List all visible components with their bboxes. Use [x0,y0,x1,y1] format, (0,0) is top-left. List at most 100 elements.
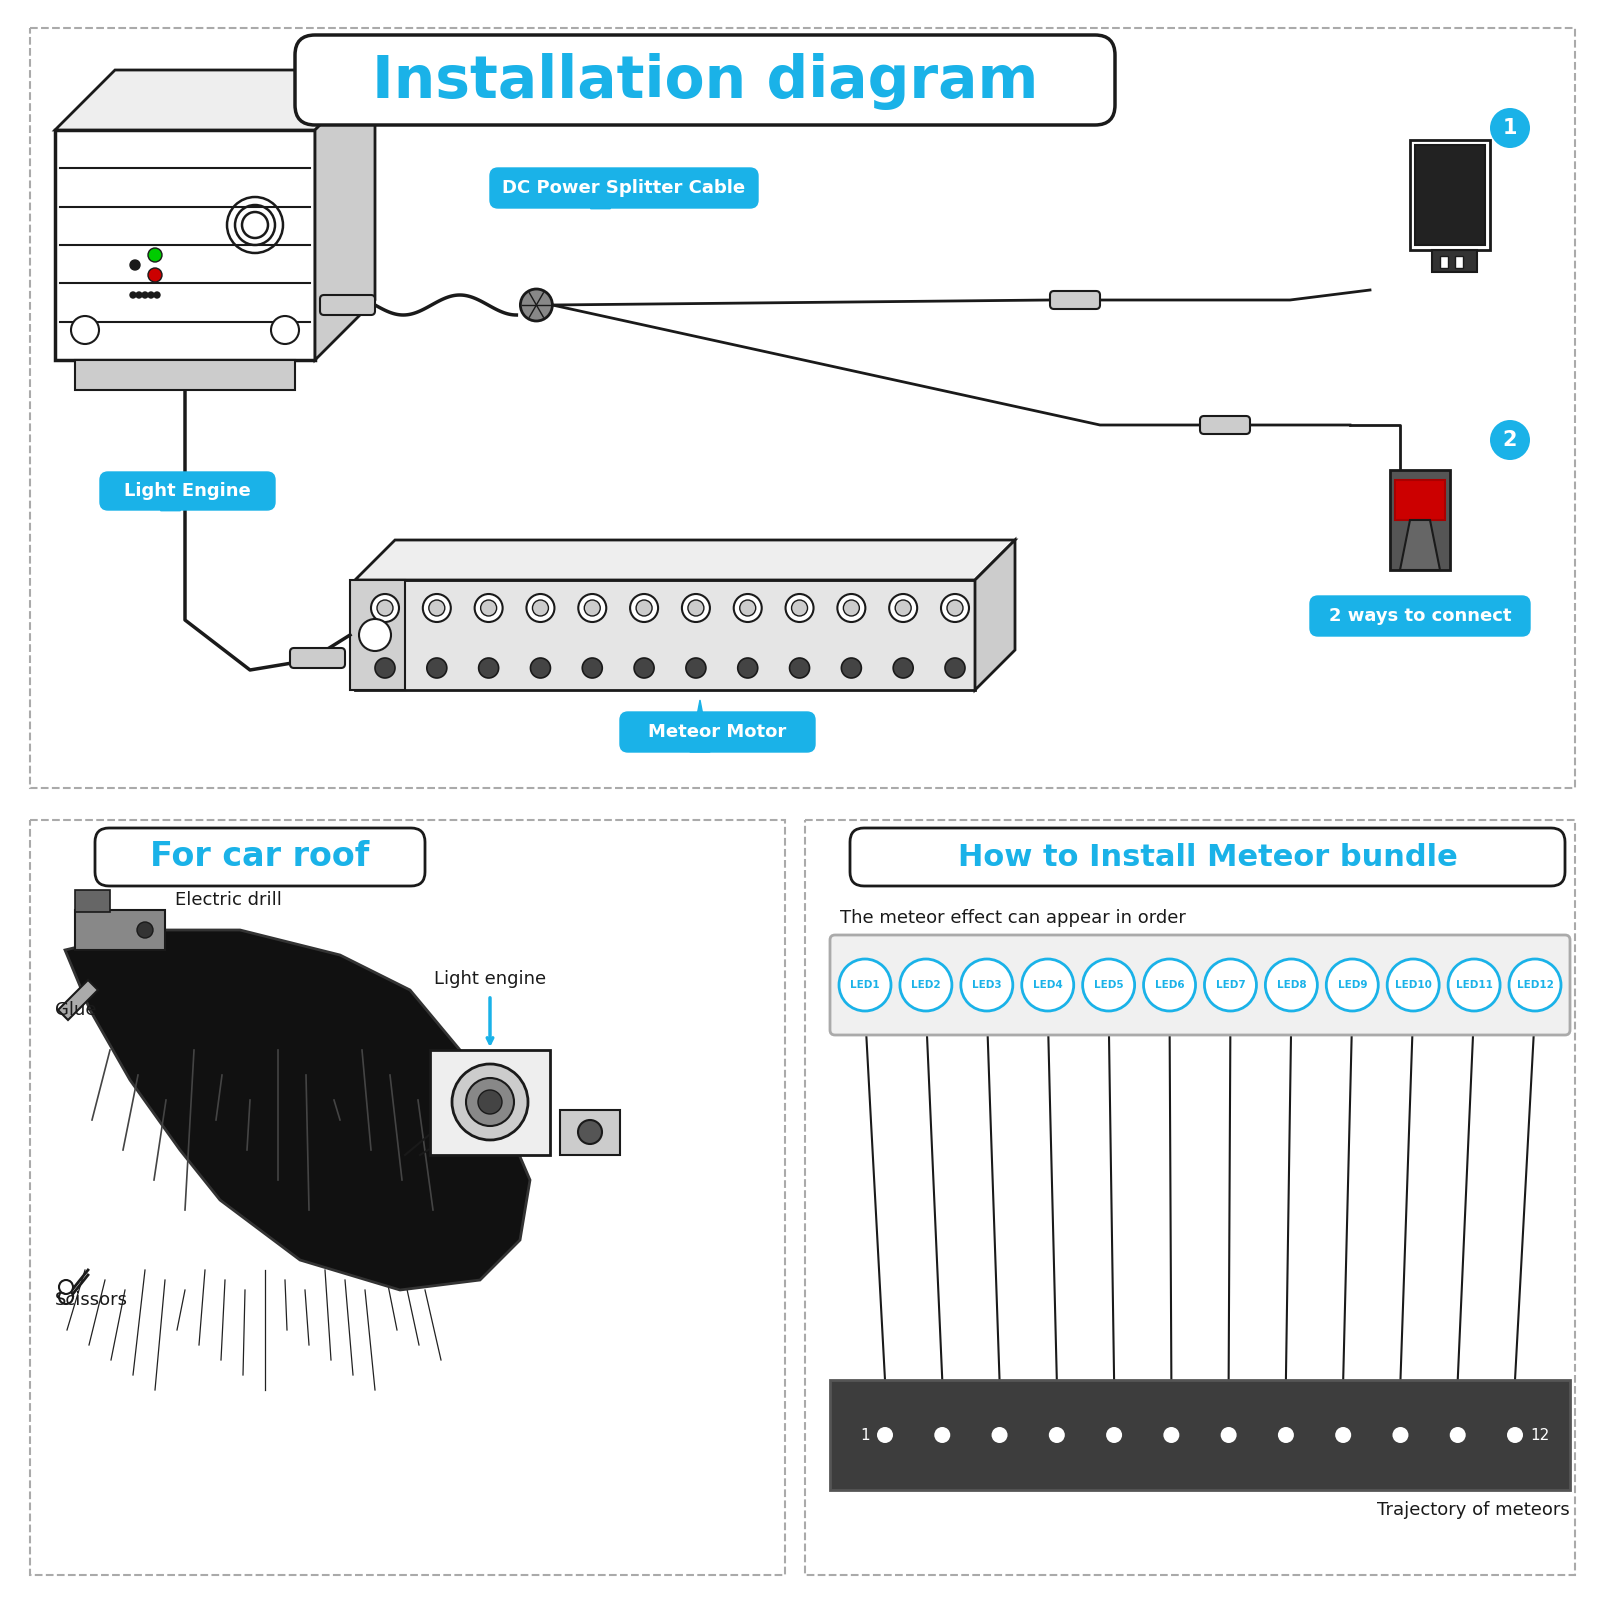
Circle shape [130,291,136,298]
Text: LED10: LED10 [1395,979,1432,990]
Circle shape [1387,958,1438,1011]
Bar [54,130,315,360]
Circle shape [1144,958,1195,1011]
Circle shape [584,600,600,616]
Circle shape [1450,1427,1466,1443]
Circle shape [899,958,952,1011]
Circle shape [890,594,917,622]
Circle shape [136,291,142,298]
Circle shape [630,594,658,622]
FancyBboxPatch shape [294,35,1115,125]
Circle shape [837,594,866,622]
Circle shape [533,600,549,616]
Bar [560,1110,621,1155]
Circle shape [478,1090,502,1114]
Circle shape [1326,958,1378,1011]
Circle shape [138,922,154,938]
FancyBboxPatch shape [99,472,275,510]
FancyBboxPatch shape [621,712,814,752]
Text: The meteor effect can appear in order: The meteor effect can appear in order [840,909,1186,926]
Circle shape [734,594,762,622]
Circle shape [578,1120,602,1144]
Circle shape [154,291,160,298]
Text: DC Power Splitter Cable: DC Power Splitter Cable [502,179,746,197]
Circle shape [792,600,808,616]
Circle shape [270,317,299,344]
Circle shape [893,658,914,678]
Circle shape [947,600,963,616]
Text: Installation diagram: Installation diagram [371,53,1038,110]
Polygon shape [58,979,98,1021]
Circle shape [526,594,555,622]
Polygon shape [974,541,1014,690]
Circle shape [842,658,861,678]
Circle shape [371,594,398,622]
Text: LED8: LED8 [1277,979,1306,990]
Text: LED9: LED9 [1338,979,1366,990]
Circle shape [786,594,813,622]
Text: 12: 12 [1530,1427,1549,1443]
Bar [1432,250,1477,272]
Circle shape [358,619,390,651]
Polygon shape [66,930,530,1290]
Bar [30,27,1574,787]
Text: LED12: LED12 [1517,979,1554,990]
Text: LED4: LED4 [1034,979,1062,990]
Circle shape [147,291,154,298]
Text: LED1: LED1 [850,979,880,990]
Bar [350,579,405,690]
Circle shape [688,600,704,616]
Bar [1440,256,1448,267]
Circle shape [130,259,141,270]
Text: LED6: LED6 [1155,979,1184,990]
Circle shape [1392,1427,1408,1443]
Text: LED5: LED5 [1094,979,1123,990]
Polygon shape [54,70,374,130]
Text: LED2: LED2 [910,979,941,990]
Circle shape [1205,958,1256,1011]
Circle shape [429,600,445,616]
Text: 2: 2 [1502,430,1517,450]
Text: 2 ways to connect: 2 ways to connect [1328,606,1512,626]
Circle shape [453,1064,528,1139]
Circle shape [59,1280,74,1294]
Circle shape [962,958,1013,1011]
Circle shape [1050,1427,1066,1443]
Circle shape [374,658,395,678]
Circle shape [1448,958,1501,1011]
Text: Glue: Glue [54,1002,96,1019]
Circle shape [70,317,99,344]
Circle shape [466,1078,514,1126]
Circle shape [682,594,710,622]
Circle shape [147,248,162,262]
Circle shape [531,658,550,678]
FancyBboxPatch shape [290,648,346,669]
Text: 1: 1 [1502,118,1517,138]
Polygon shape [1400,520,1440,570]
Circle shape [1106,1427,1122,1443]
Circle shape [1509,958,1562,1011]
Circle shape [142,291,147,298]
Circle shape [941,594,970,622]
Circle shape [1221,1427,1237,1443]
Circle shape [147,267,162,282]
Circle shape [637,600,653,616]
Circle shape [427,658,446,678]
FancyBboxPatch shape [94,829,426,886]
Circle shape [739,600,755,616]
Circle shape [1490,109,1530,149]
FancyBboxPatch shape [1200,416,1250,434]
Circle shape [378,600,394,616]
Bar [75,360,294,390]
Text: Scissors: Scissors [54,1291,128,1309]
FancyBboxPatch shape [830,934,1570,1035]
Text: Electric drill: Electric drill [174,891,282,909]
Bar [1390,470,1450,570]
Circle shape [520,290,552,322]
Circle shape [1083,958,1134,1011]
Text: Light engine: Light engine [434,970,546,987]
Bar [1414,146,1485,245]
Text: LED7: LED7 [1216,979,1245,990]
Circle shape [475,594,502,622]
Bar [805,819,1574,1574]
